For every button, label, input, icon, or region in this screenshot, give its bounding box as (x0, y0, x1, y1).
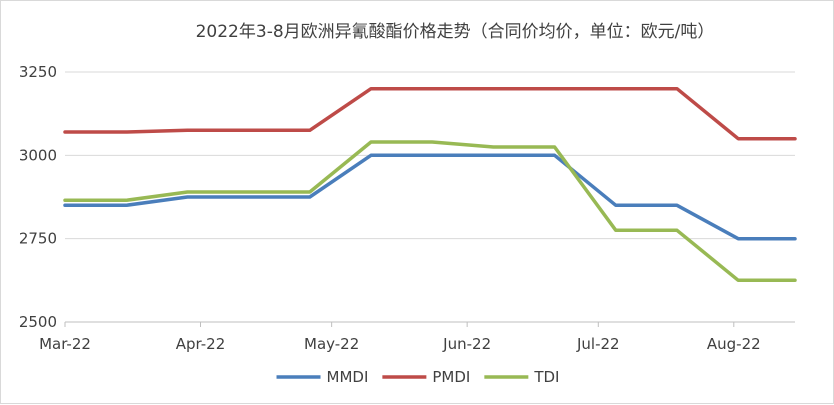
series-line-pmdi (63, 86, 797, 141)
y-tick-label: 2500 (19, 313, 57, 331)
x-tick-label: Jul-22 (576, 335, 620, 353)
axes: 2500 2750 3000 3250 Mar-22 Apr-22 May-22 Jun-22… (19, 63, 795, 353)
x-tick-label: Aug-22 (707, 335, 761, 353)
chart-title: 2022年3-8月欧洲异氰酸酯价格走势（合同价均价，单位：欧元/吨） (196, 22, 715, 42)
y-tick-label: 3250 (19, 63, 57, 81)
x-tick-label: Apr-22 (176, 335, 226, 353)
x-tick-label: Mar-22 (39, 335, 91, 353)
series-lines (63, 86, 797, 283)
legend-label-mmdi: MMDI (327, 368, 369, 386)
series-line-mmdi (63, 153, 797, 241)
y-tick-label: 3000 (19, 146, 57, 164)
legend-label-tdi: TDI (533, 368, 559, 386)
x-tick-label: May-22 (304, 335, 359, 353)
series-line-tdi (63, 140, 797, 283)
x-tick-label: Jun-22 (442, 335, 491, 353)
legend: MMDI PMDI TDI (276, 368, 559, 386)
legend-label-pmdi: PMDI (432, 368, 470, 386)
y-tick-label: 2750 (19, 230, 57, 248)
